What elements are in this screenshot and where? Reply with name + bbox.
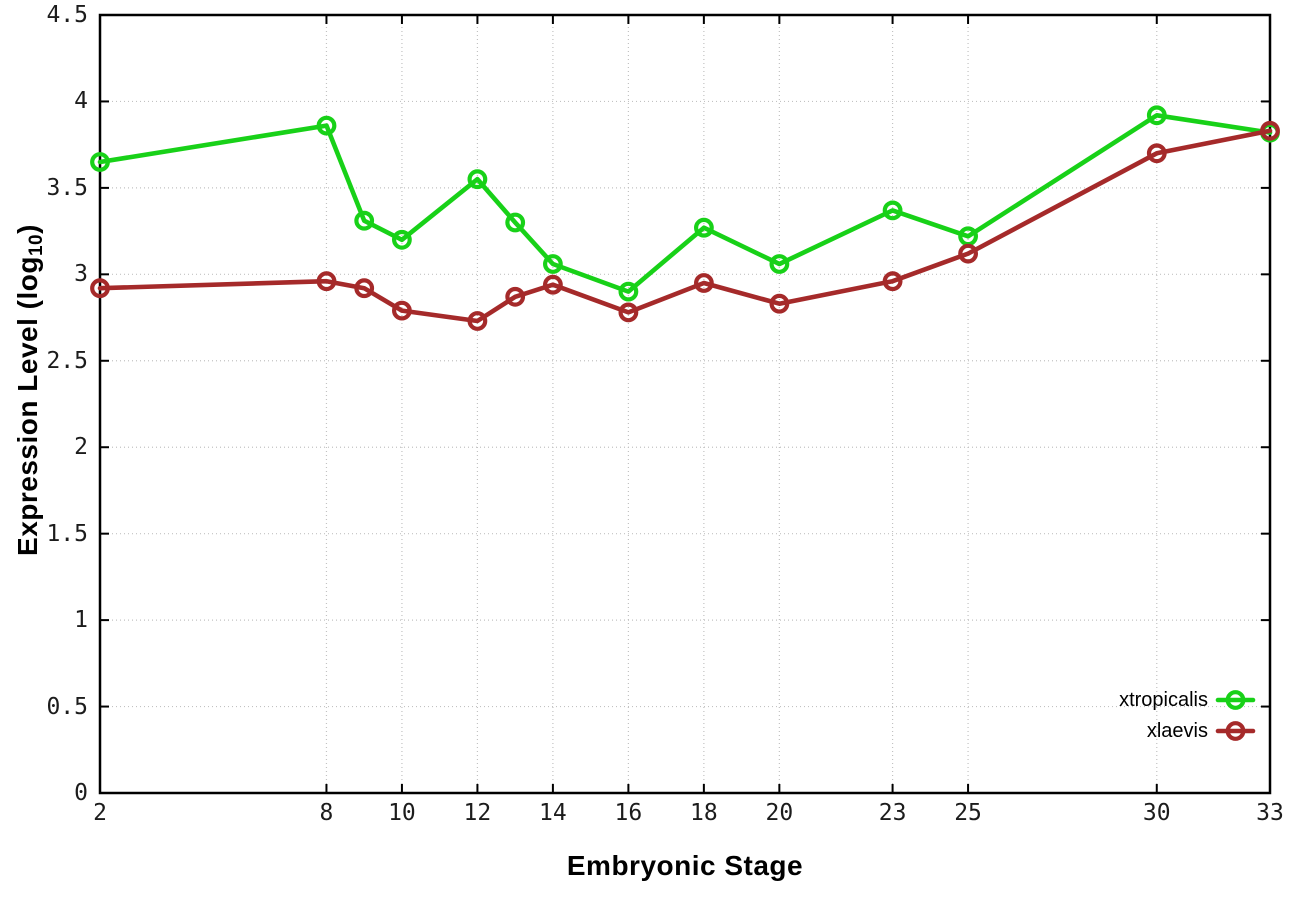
y-tick-label: 4 (74, 88, 88, 115)
data-point-xlaevis (316, 271, 337, 292)
x-tick-label: 14 (539, 800, 567, 826)
x-tick-label: 23 (878, 800, 907, 826)
y-tick-label: 2 (74, 434, 88, 461)
data-point-xtropicalis (1146, 105, 1167, 126)
data-point-xtropicalis (882, 200, 903, 221)
y-tick-label: 3 (74, 261, 88, 288)
y-tick-label: 4.5 (46, 2, 88, 28)
legend-label-xlaevis: xlaevis (1146, 720, 1208, 742)
x-tick-label: 10 (388, 800, 416, 826)
data-point-xlaevis (618, 302, 639, 323)
legend-item-xlaevis: xlaevis (1147, 719, 1208, 743)
y-tick-label: 3.5 (46, 174, 88, 201)
y-axis-title-text: Expression Level (log (11, 256, 43, 556)
data-point-xtropicalis (543, 254, 563, 274)
data-point-xlaevis (769, 293, 790, 314)
data-point-xlaevis (1260, 120, 1280, 141)
x-tick-label: 12 (463, 800, 492, 826)
data-point-xlaevis (90, 278, 110, 299)
y-tick-label: 0 (74, 780, 88, 806)
y-tick-label: 2.5 (46, 347, 88, 374)
y-axis-title-subscript: 10 (26, 233, 48, 257)
series-line-xlaevis (97, 128, 1273, 324)
legend-label-xtropicalis: xtropicalis (1119, 689, 1208, 711)
data-point-xtropicalis (769, 254, 790, 274)
series-line-xtropicalis (97, 113, 1273, 294)
y-tick-label: 1.5 (46, 520, 88, 547)
x-tick-label: 33 (1256, 800, 1284, 826)
x-tick-label: 16 (614, 800, 643, 826)
data-point-xlaevis (958, 243, 978, 264)
data-point-xlaevis (467, 311, 488, 331)
y-tick-label: 0.5 (46, 693, 88, 720)
data-point-xlaevis (543, 274, 563, 295)
x-tick-label: 2 (93, 800, 107, 826)
y-axis-title-close: ) (11, 224, 43, 234)
x-tick-label: 20 (765, 800, 794, 826)
plot-border (98, 13, 1272, 795)
data-point-xtropicalis (694, 217, 714, 238)
data-point-xlaevis (505, 286, 526, 307)
legend-sample-marker-xtropicalis (1225, 690, 1246, 710)
x-tick-label: 18 (690, 800, 718, 826)
data-point-xtropicalis (90, 152, 110, 172)
data-point-xlaevis (694, 273, 714, 293)
data-point-xlaevis (354, 278, 375, 299)
legend-sample-marker-xlaevis (1225, 721, 1246, 741)
data-point-xlaevis (882, 271, 903, 292)
data-point-xtropicalis (316, 115, 337, 136)
data-point-xtropicalis (618, 281, 639, 302)
x-tick-label: 8 (319, 800, 334, 826)
y-tick-label: 1 (74, 607, 88, 634)
data-point-xtropicalis (505, 212, 526, 233)
data-point-xlaevis (1146, 143, 1167, 164)
data-point-xtropicalis (354, 210, 375, 231)
x-tick-label: 25 (954, 800, 982, 826)
data-point-xlaevis (392, 300, 412, 321)
data-point-xtropicalis (467, 169, 488, 190)
x-tick-label: 30 (1142, 800, 1171, 826)
data-point-xtropicalis (392, 229, 412, 250)
legend-item-xtropicalis: xtropicalis (1119, 688, 1208, 712)
x-axis-title: Embryonic Stage (566, 850, 804, 881)
